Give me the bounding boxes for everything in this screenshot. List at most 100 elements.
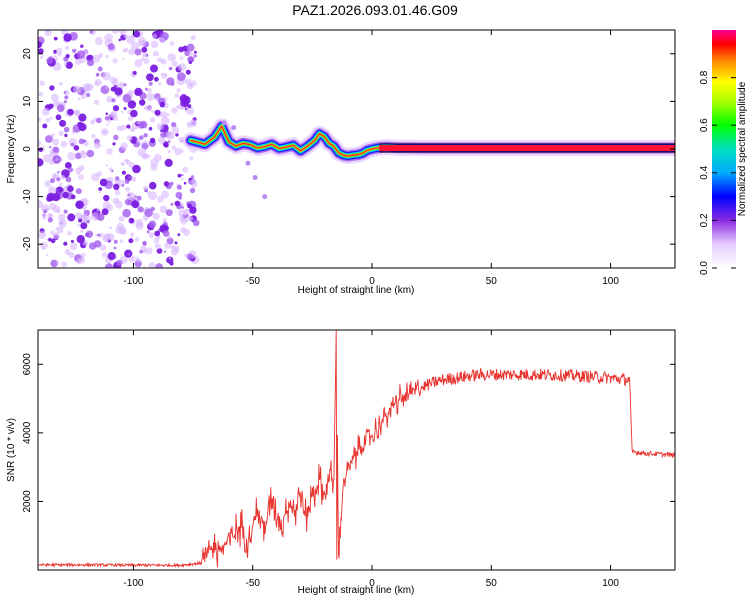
signal-blob — [221, 120, 227, 126]
noise-speckle — [171, 122, 177, 128]
noise-speckle — [189, 156, 194, 161]
noise-speckle — [144, 208, 153, 218]
noise-speckle — [148, 106, 152, 110]
noise-speckle — [81, 90, 85, 94]
noise-speckle — [187, 83, 194, 90]
noise-speckle — [80, 229, 84, 233]
noise-speckle — [185, 78, 192, 85]
noise-speckle — [192, 219, 200, 227]
noise-speckle — [97, 213, 105, 221]
noise-speckle — [55, 47, 63, 55]
noise-speckle — [80, 150, 85, 155]
noise-speckle — [68, 167, 74, 173]
noise-speckle — [152, 50, 159, 57]
noise-speckle — [78, 174, 84, 180]
noise-speckle — [75, 167, 82, 174]
noise-speckle — [78, 113, 87, 122]
noise-speckle — [149, 137, 156, 144]
spectrogram-x-tick-label: -100 — [123, 276, 143, 287]
noise-speckle — [170, 202, 174, 206]
noise-speckle — [159, 101, 166, 108]
noise-speckle — [47, 217, 53, 223]
noise-speckle — [170, 247, 179, 256]
noise-speckle — [128, 238, 134, 244]
noise-speckle — [45, 207, 50, 211]
noise-speckle — [188, 60, 192, 65]
noise-speckle — [152, 33, 158, 39]
noise-speckle — [52, 138, 60, 146]
noise-speckle — [80, 222, 88, 230]
noise-speckle — [73, 110, 81, 117]
noise-speckle — [63, 100, 67, 104]
noise-speckle — [152, 212, 160, 220]
noise-speckle — [155, 243, 161, 250]
noise-speckle — [67, 231, 72, 236]
noise-speckle — [63, 62, 67, 66]
spectrogram-x-tick-label: 100 — [602, 276, 619, 287]
noise-speckle — [107, 252, 116, 261]
noise-speckle — [50, 93, 59, 102]
noise-speckle — [127, 115, 134, 122]
noise-speckle — [64, 95, 69, 100]
noise-speckle — [176, 105, 180, 109]
spectrogram-y-tick-label: -10 — [22, 189, 33, 204]
noise-speckle — [187, 203, 192, 209]
noise-speckle — [137, 148, 147, 157]
noise-speckle — [91, 134, 96, 139]
noise-speckle — [121, 31, 124, 35]
noise-speckle — [137, 206, 144, 213]
noise-speckle — [49, 159, 55, 165]
noise-speckle — [157, 195, 164, 203]
noise-speckle — [139, 99, 146, 106]
noise-speckle — [111, 30, 119, 34]
noise-speckle — [105, 54, 109, 59]
noise-speckle — [59, 119, 67, 127]
noise-speckle — [45, 118, 51, 123]
spectrogram-x-tick-label: -50 — [245, 276, 260, 287]
colorbar-tick-label: 0.0 — [699, 261, 710, 275]
noise-speckle — [41, 107, 50, 116]
noise-speckle — [45, 135, 53, 143]
noise-speckle — [76, 258, 82, 265]
noise-speckle — [126, 192, 135, 201]
noise-speckle — [96, 208, 100, 212]
noise-speckle — [140, 140, 150, 150]
noise-speckle — [83, 213, 87, 217]
noise-speckle — [146, 88, 152, 93]
noise-speckle — [70, 194, 76, 200]
noise-speckle — [154, 109, 161, 116]
noise-speckle — [183, 181, 187, 185]
noise-speckle — [113, 134, 119, 141]
noise-speckle — [58, 182, 63, 187]
noise-speckle — [135, 257, 140, 261]
noise-speckle — [118, 38, 122, 42]
noise-speckle — [115, 200, 123, 209]
noise-speckle — [48, 186, 57, 195]
noise-speckle — [72, 48, 77, 53]
noise-speckle — [189, 206, 197, 214]
noise-speckle — [46, 57, 54, 64]
noise-speckle — [49, 202, 57, 210]
chart-title: PAZ1.2026.093.01.46.G09 — [292, 2, 458, 18]
noise-speckle — [76, 235, 85, 244]
noise-speckle — [188, 177, 192, 181]
noise-speckle — [136, 195, 142, 201]
noise-speckle — [52, 99, 60, 107]
noise-speckle — [160, 131, 167, 139]
noise-speckle — [179, 216, 185, 222]
noise-speckle — [128, 255, 136, 263]
noise-speckle — [52, 232, 60, 239]
noise-speckle — [44, 180, 52, 188]
noise-speckle — [175, 133, 179, 137]
noise-speckle — [63, 91, 67, 94]
noise-speckle — [170, 41, 175, 46]
stable-signal-band — [379, 145, 675, 152]
noise-speckle — [81, 94, 86, 100]
noise-speckle — [56, 261, 60, 265]
noise-speckle — [70, 142, 75, 147]
noise-speckle — [134, 48, 142, 56]
noise-speckle — [55, 114, 62, 121]
noise-speckle — [154, 230, 161, 237]
noise-speckle — [67, 108, 74, 116]
